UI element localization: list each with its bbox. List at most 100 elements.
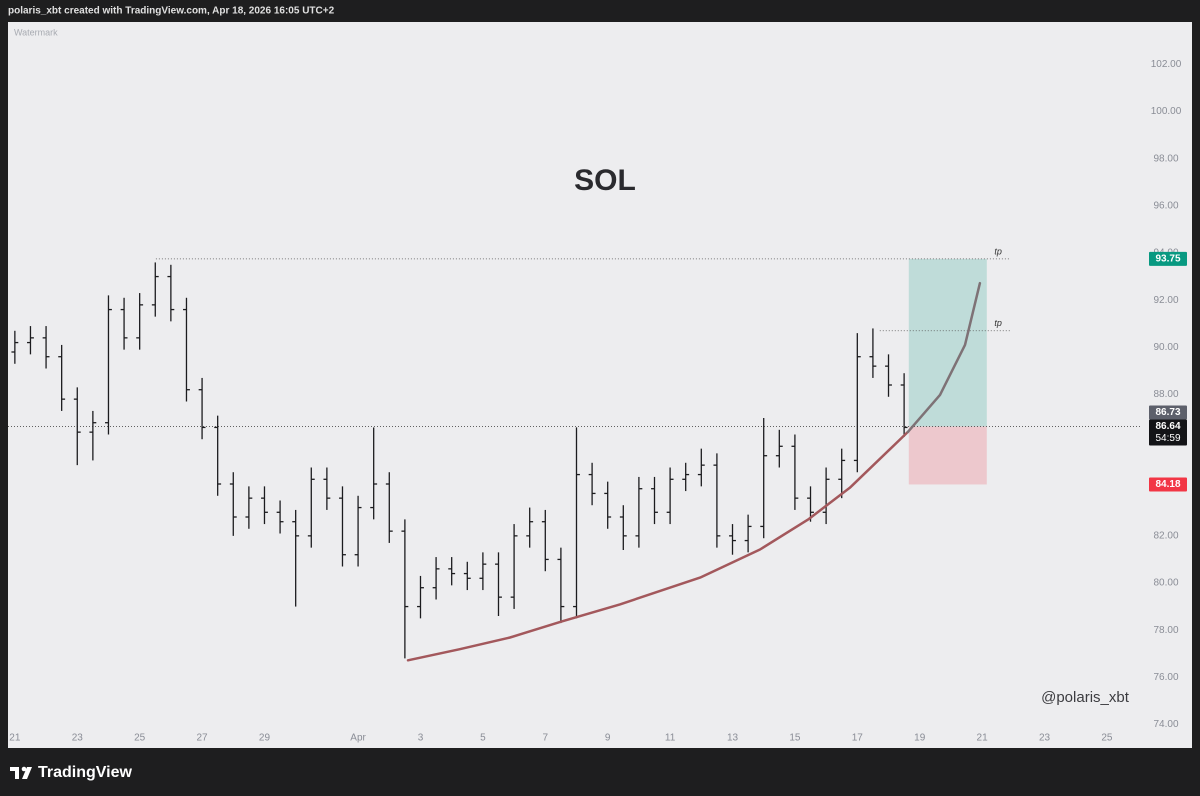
price-label-box — [1149, 405, 1187, 420]
x-tick-label: 21 — [977, 733, 989, 744]
ohlc-bar — [448, 557, 456, 586]
ohlc-bar — [339, 486, 346, 567]
ohlc-bar — [245, 486, 253, 529]
x-tick-label: 19 — [914, 733, 926, 744]
ohlc-bar — [370, 427, 378, 520]
ohlc-bar — [838, 448, 846, 499]
watermark: Watermark — [14, 27, 58, 37]
x-tick-label: 25 — [1101, 733, 1113, 744]
y-tick-label: 78.00 — [1153, 625, 1178, 636]
ohlc-bar — [167, 264, 175, 322]
annotation: @polaris_xbt — [1041, 689, 1130, 706]
logo — [10, 766, 32, 779]
x-tick-label: 25 — [134, 733, 146, 744]
ohlc-bar — [58, 344, 66, 411]
ohlc-bar — [292, 509, 300, 607]
ohlc-bar — [323, 467, 331, 510]
ohlc-bar — [495, 552, 502, 616]
ohlc-bar — [541, 509, 549, 572]
x-tick-label: 5 — [480, 733, 486, 744]
ohlc-bar — [744, 514, 752, 553]
ohlc-bar — [89, 410, 97, 461]
ohlc-bar — [27, 326, 34, 355]
y-tick-label: 76.00 — [1153, 672, 1178, 683]
x-tick-label: 17 — [852, 733, 864, 744]
ohlc-bar — [729, 524, 736, 555]
ohlc-bar — [183, 297, 190, 402]
chart-area — [8, 22, 1192, 748]
chart-title: SOL — [574, 164, 636, 197]
ohlc-bar — [214, 415, 222, 496]
ohlc-bar — [775, 429, 783, 468]
header-text: polaris_xbt created with TradingView.com… — [8, 6, 335, 17]
ohlc-bar — [105, 295, 112, 435]
ohlc-bar — [807, 486, 814, 522]
ohlc-bar — [697, 448, 705, 487]
y-tick-label: 90.00 — [1153, 342, 1178, 353]
x-tick-label: 11 — [665, 733, 676, 744]
ohlc-bar — [432, 557, 440, 600]
footer-brand: TradingView — [38, 764, 133, 781]
ohlc-bar — [635, 476, 643, 548]
x-tick-label: 15 — [789, 733, 801, 744]
ohlc-bar — [666, 467, 674, 525]
last-price-label: 86.64 — [1155, 421, 1180, 432]
ohlc-bar — [682, 462, 690, 492]
ohlc-bar — [417, 575, 424, 619]
price-label-box — [1149, 251, 1187, 266]
curve — [906, 281, 982, 434]
ohlc-bar — [869, 328, 877, 378]
ohlc-bar — [136, 293, 144, 350]
ohlc-bar — [120, 297, 128, 350]
target-zone — [908, 258, 987, 427]
y-tick-label: 88.00 — [1153, 389, 1178, 400]
y-tick-label: 74.00 — [1153, 719, 1178, 730]
ohlc-bar — [853, 333, 861, 473]
ohlc-bar — [401, 519, 409, 659]
ohlc-bar — [604, 481, 612, 529]
y-tick-label: 82.00 — [1153, 530, 1178, 541]
ohlc-bar — [619, 505, 627, 550]
ohlc-bar — [713, 453, 721, 548]
tp-label: tp — [994, 246, 1002, 256]
ohlc-bar — [760, 418, 768, 539]
price-label: 86.73 — [1155, 407, 1180, 418]
x-tick-label: 21 — [9, 733, 21, 744]
ohlc-bar — [198, 377, 206, 440]
ohlc-bar — [791, 434, 799, 510]
last-price-box — [1149, 419, 1187, 446]
ohlc-bar — [526, 507, 534, 548]
countdown-label: 54:59 — [1155, 433, 1180, 444]
ohlc-bar — [588, 462, 596, 506]
ohlc-bar — [307, 467, 315, 548]
stop-zone — [908, 426, 987, 485]
x-tick-label: 9 — [605, 733, 611, 744]
ohlc-bar — [885, 354, 892, 397]
ohlc-bar — [151, 262, 159, 317]
y-tick-label: 100.00 — [1151, 106, 1182, 117]
x-tick-label: 13 — [727, 733, 739, 744]
x-tick-label: 23 — [1039, 733, 1051, 744]
price-label-box — [1149, 477, 1187, 492]
tp-label: tp — [994, 318, 1002, 328]
ohlc-bar — [479, 552, 487, 591]
ohlc-bar — [229, 472, 237, 536]
ohlc-bar — [354, 495, 362, 567]
ohlc-bar — [822, 467, 830, 525]
ohlc-bar — [651, 476, 658, 525]
y-tick-label: 92.00 — [1153, 295, 1178, 306]
y-tick-label: 102.00 — [1151, 59, 1182, 70]
price-label: 84.18 — [1155, 479, 1180, 490]
ohlc-bar — [510, 524, 518, 609]
x-tick-label: 29 — [259, 733, 271, 744]
x-tick-label: Apr — [350, 733, 366, 744]
ohlc-bar — [261, 486, 268, 525]
x-tick-label: 23 — [72, 733, 84, 744]
ohlc-bar — [276, 500, 284, 534]
x-tick-label: 27 — [197, 733, 209, 744]
ohlc-bar — [900, 373, 908, 437]
ohlc-bar — [42, 326, 50, 369]
ohlc-bar — [463, 561, 471, 591]
